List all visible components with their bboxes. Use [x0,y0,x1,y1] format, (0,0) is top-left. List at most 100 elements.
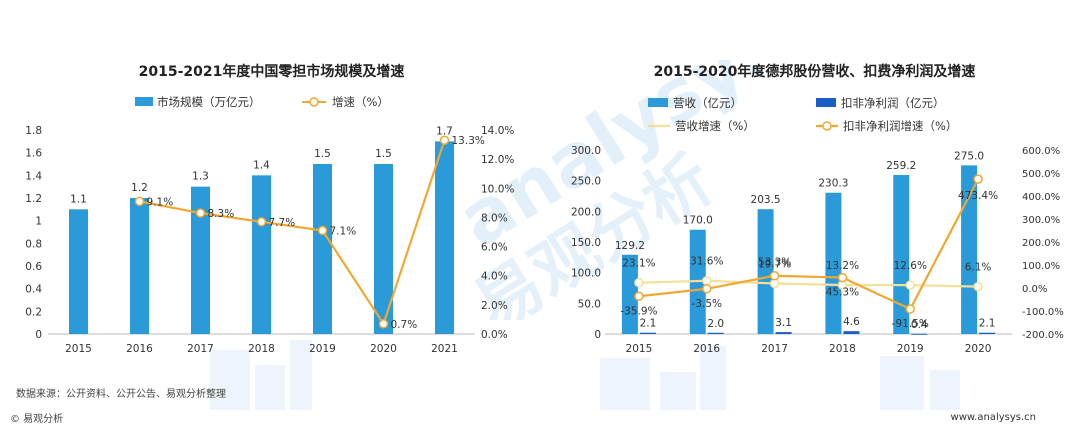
chart1-y-left-tick: 0 [35,329,42,341]
chart2-legend-revenue-label: 营收（亿元） [673,96,742,110]
chart2-revenue-label: 230.3 [818,178,848,190]
chart1-y-left-tick: 1.4 [25,170,42,182]
website-url: www.analysys.cn [950,412,1036,423]
chart1-bar [435,141,454,334]
chart2-revenue-bar [621,254,638,334]
chart2-legend-profit-growth-marker [822,121,832,131]
chart2-y-right-tick: -100.0% [1022,307,1064,318]
chart2-revenue-growth-point [769,278,780,289]
chart2-y-right-tick: 100.0% [1022,261,1060,272]
chart1-bar-label: 1.3 [192,171,209,183]
chart2-profit-growth-label: -35.9% [620,305,657,317]
chart2-profit-growth-point [769,270,780,281]
chart1-x-tick: 2016 [126,343,153,355]
chart2-profit-bar [775,332,792,334]
chart2-revenue-growth-label: 6.1% [965,262,992,274]
chart2-revenue-growth-point [702,275,712,286]
chart1-line-point [195,208,206,218]
chart2-y-left-tick: 50.0 [578,298,601,310]
chart2-y-right-tick: 500.0% [1022,169,1060,180]
chart1-legend-line-label: 增速（%） [332,95,389,109]
chart2-y-left-tick: 100.0 [571,268,601,280]
chart2-revenue-label: 203.5 [751,194,781,206]
chart2-revenue-label: 259.2 [886,160,916,172]
chart1-bar [374,164,393,334]
chart1-x-tick: 2018 [248,343,275,355]
chart2-revenue-growth-label: 12.6% [894,260,927,272]
chart2-y-left-tick: 250.0 [571,176,601,188]
chart1-y-right-tick: 14.0% [481,125,514,137]
chart2-x-tick: 2018 [829,343,856,355]
chart2-y-right-tick: 300.0% [1022,215,1060,226]
chart1-title: 2015-2021年度中国零担市场规模及增速 [139,63,405,80]
chart1-y-left-tick: 0.6 [25,261,42,273]
chart1-line-point [256,217,267,227]
chart2-revenue-bar [893,175,910,334]
chart2-revenue-bar [757,209,774,334]
chart1-y-left-tick: 1.2 [25,193,42,205]
chart1-bar-label: 1.5 [375,148,392,160]
chart1-x-tick: 2017 [187,343,214,355]
chart2-x-tick: 2019 [897,343,924,355]
chart1-legend-line-marker [309,97,319,107]
chart1-y-right-tick: 2.0% [481,300,508,312]
chart2-legend-profit-swatch [816,98,836,107]
brand-copyright: © 易观分析 [10,414,64,425]
chart2-revenue-label: 170.0 [683,215,713,227]
chart1-y-left-tick: 1.8 [25,125,42,137]
chart2-profit-growth-line [638,178,980,311]
chart2-revenue-growth-point [634,277,644,288]
chart2-profit-bar [639,332,656,334]
chart1-y-left-tick: 1 [35,216,42,228]
chart2-title: 2015-2020年度德邦股份营收、扣费净利润及增速 [654,63,976,80]
chart1-y-left-tick: 1.6 [25,148,42,160]
chart2-revenue-label: 129.2 [615,240,645,252]
chart1-bar-label: 1.2 [131,182,148,194]
chart1-growth-line [139,139,446,327]
chart2-y-left-tick: 300.0 [571,145,601,157]
chart2-y-right-tick: 600.0% [1022,146,1060,157]
chart2-revenue-bar [961,165,978,334]
chart1-bar-label: 1.7 [436,125,453,137]
chart1-line-label: 7.1% [330,226,357,238]
chart2-profit-growth-label: -3.5% [692,298,722,310]
chart2-y-right-tick: -200.0% [1022,330,1064,341]
chart2-y-left-tick: 200.0 [571,206,601,218]
chart1-line-label: 8.3% [208,208,235,220]
chart2-profit-bar [979,332,996,334]
chart2-x-tick: 2016 [693,343,720,355]
chart1-line-point [317,225,328,236]
chart1-x-tick: 2015 [65,343,92,355]
chart2-revenue-growth-label: 19.7% [758,258,791,270]
chart2-revenue-growth-label: 23.1% [622,258,655,270]
chart2-profit-growth-point [634,291,644,302]
chart1-line-label: 13.3% [452,135,485,147]
chart2-x-tick: 2020 [965,343,992,355]
chart2-legend-rev-growth-label: 营收增速（%） [675,119,755,133]
chart1-bar-label: 1.4 [253,159,270,171]
chart1-line-label: 0.7% [391,319,418,331]
chart1-bar [313,164,332,334]
chart1-legend-bar-label: 市场规模（万亿元） [157,95,261,109]
chart2-profit-label: 0.4 [911,319,928,331]
chart2-profit-label: 4.6 [843,316,860,328]
chart1-bar [252,175,271,334]
chart1-bar [130,198,149,334]
chart1-bar [69,209,88,334]
chart2-profit-growth-label: 53.3% [758,257,791,269]
chart2-x-tick: 2017 [761,343,788,355]
chart2-profit-growth-point [973,174,983,184]
chart2-profit-growth-label: 45.3% [826,287,859,299]
chart2-profit-growth-point [702,284,712,294]
chart1-bar-label: 1.5 [314,148,331,160]
chart1-y-right-tick: 8.0% [481,212,508,224]
chart2-profit-growth-label: -91.5% [892,318,929,330]
chart2-profit-bar [843,331,860,334]
chart1-y-right-tick: 4.0% [481,271,508,283]
chart2-profit-bar [911,333,928,335]
chart2-y-left-tick: 150.0 [571,237,601,249]
chart1-x-tick: 2019 [309,343,336,355]
chart1-line-label: 9.1% [147,196,174,208]
chart2-profit-growth-point [837,272,848,283]
